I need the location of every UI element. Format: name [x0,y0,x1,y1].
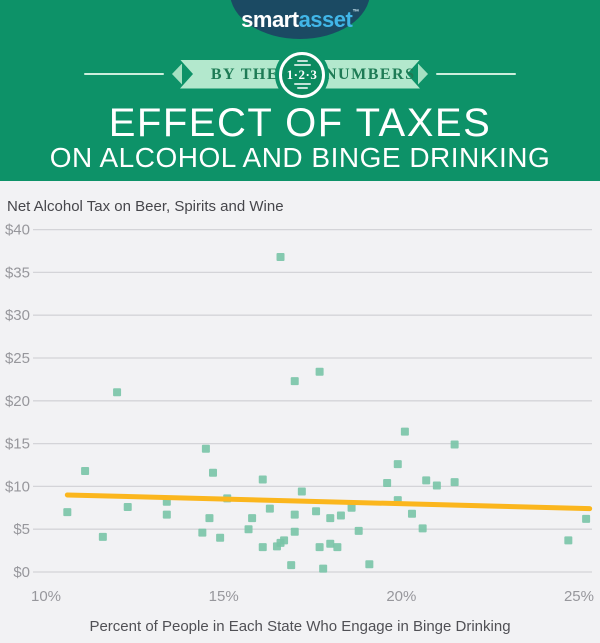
y-tick-label: $5 [13,521,30,538]
badge-deco-line [293,64,311,66]
banner-ribbon: BY THE NUMBERS 1·2·3 [172,51,428,98]
y-tick-label: $0 [13,564,30,581]
scatter-point [162,510,171,519]
scatter-point [582,514,591,523]
y-tick-label: $20 [5,393,30,410]
badge-deco-line [296,87,308,89]
scatter-point [248,514,257,523]
page-subtitle: ON ALCOHOL AND BINGE DRINKING [49,142,551,173]
scatter-point [205,514,214,523]
x-axis-title: Percent of People in Each State Who Enga… [89,618,510,635]
x-tick-label: 10% [31,588,61,605]
scatter-point [123,502,132,511]
scatter-point [422,476,431,485]
scatter-point [326,539,335,548]
header: smartasset™ BY THE NUMBERS 1·2·3 EFFECT … [0,0,600,181]
scatter-plot-svg: Net Alcohol Tax on Beer, Spirits and Win… [5,198,594,635]
scatter-point [198,528,207,537]
page-title: EFFECT OF TAXES [108,101,492,145]
scatter-point [432,481,441,490]
scatter-point [450,440,459,449]
scatter-point [365,560,374,569]
scatter-point [98,532,107,541]
scatter-point [354,526,363,535]
scatter-point [319,564,328,573]
scatter-point [407,509,416,518]
scatter-point [258,475,267,484]
trend-line [64,492,593,512]
scatter-point [326,514,335,523]
scatter-point [333,543,342,552]
y-tick-label: $10 [5,478,30,495]
scatter-point [81,466,90,475]
badge-123-text: 1·2·3 [286,67,318,82]
chart-title: Net Alcohol Tax on Beer, Spirits and Win… [7,198,284,215]
scatter-point [280,536,289,545]
banner-right-rule [436,73,516,75]
logo-smart-text: smart [241,7,299,32]
scatter-point [347,503,356,512]
scatter-point [564,536,573,545]
x-axis-tick-labels: 10% 15% 20% 25% [31,588,594,605]
ribbon-right-tip-icon [418,63,428,85]
scatter-point [209,468,218,477]
scatter-point [290,510,299,519]
y-tick-label: $35 [5,264,30,281]
scatter-point [244,525,253,534]
scatter-point [216,533,225,542]
y-tick-label: $40 [5,222,30,239]
scatter-point [276,252,285,261]
scatter-point [383,478,392,487]
scatter-point [290,377,299,386]
scatter-point [201,444,210,453]
scatter-point [400,427,409,436]
scatter-chart: Net Alcohol Tax on Beer, Spirits and Win… [0,181,600,643]
ribbon-left-tip-icon [172,63,182,85]
banner-left-rule [84,73,164,75]
scatter-point [258,543,267,552]
scatter-point [63,508,72,517]
x-tick-label: 15% [209,588,239,605]
scatter-point [418,524,427,533]
scatter-point [297,487,306,496]
x-tick-label: 20% [386,588,416,605]
logo-asset-text: asset [298,7,353,32]
scatter-point [113,388,122,397]
smartasset-logo: smartasset™ [0,7,600,33]
trademark-symbol: ™ [352,9,359,16]
banner-label-numbers: NUMBERS [325,65,416,83]
scatter-point [287,561,296,570]
scatter-point [393,460,402,469]
scatter-point [265,504,274,513]
x-tick-label: 25% [564,588,594,605]
trend-line-segment [64,492,593,512]
scatter-point [315,543,324,552]
badge-deco-line [293,83,311,85]
y-tick-label: $25 [5,350,30,367]
gridlines [33,228,592,573]
y-axis-tick-labels: $0 $5 $10 $15 $20 $25 $30 $35 $40 [5,222,30,581]
banner-label-by-the: BY THE [210,65,279,83]
badge-deco-line [296,60,308,62]
y-tick-label: $30 [5,307,30,324]
scatter-point [315,367,324,376]
scatter-point [336,511,345,520]
data-points [63,252,591,573]
by-the-numbers-banner: BY THE NUMBERS 1·2·3 [0,51,600,98]
y-tick-label: $15 [5,436,30,453]
one-two-three-badge: 1·2·3 [279,51,325,98]
scatter-point [290,527,299,536]
scatter-point [312,507,321,516]
scatter-point [450,478,459,487]
